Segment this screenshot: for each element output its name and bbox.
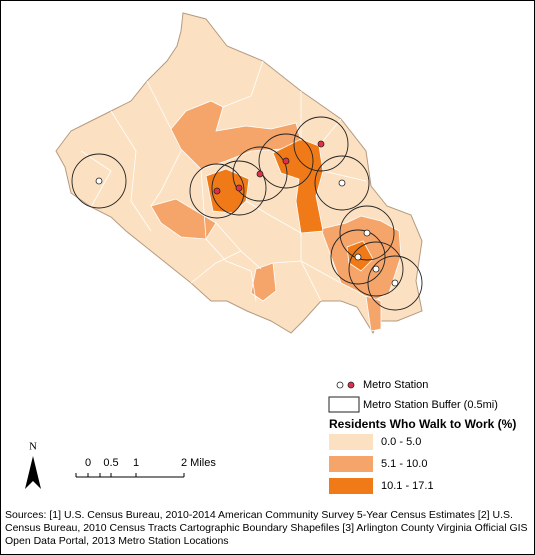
scale-label: 0.5 <box>103 457 118 469</box>
buffer <box>232 146 288 202</box>
buffer <box>367 255 423 311</box>
tract <box>250 262 277 302</box>
legend-swatch <box>329 478 373 494</box>
scale-label: 2 Miles <box>181 457 216 469</box>
scale-line <box>75 473 185 478</box>
legend: Metro Station Metro Station Buffer (0.5m… <box>328 379 516 494</box>
station <box>363 229 371 237</box>
station-buffers <box>71 116 423 311</box>
buffer <box>189 163 245 219</box>
legend-label: 10.1 - 17.1 <box>381 480 434 492</box>
legend-buffer-swatch <box>328 396 360 413</box>
legend-swatch <box>329 434 373 450</box>
tract <box>365 295 382 332</box>
legend-label: 5.1 - 10.0 <box>381 458 427 470</box>
station <box>235 184 243 192</box>
stations <box>95 140 399 287</box>
legend-station-icon <box>336 381 344 389</box>
buffer <box>314 155 370 211</box>
station <box>317 140 325 148</box>
station <box>354 253 362 261</box>
buffer <box>211 160 267 216</box>
tract <box>150 198 217 240</box>
station <box>95 177 103 185</box>
county <box>55 12 423 335</box>
scale-label: 0 <box>85 457 91 469</box>
legend-label: Metro Station Buffer (0.5mi) <box>363 399 498 411</box>
buffer <box>339 205 395 261</box>
sources: Sources: [1] U.S. Census Bureau, 2010-20… <box>5 509 528 547</box>
north-arrow-icon <box>25 456 41 489</box>
scale-bar: 0 0.5 1 2 Miles <box>75 457 216 478</box>
station <box>338 179 346 187</box>
legend-title: Residents Who Walk to Work (%) <box>329 417 516 431</box>
station <box>282 157 290 165</box>
scale-label: 1 <box>133 457 139 469</box>
legend-label: Metro Station <box>363 379 428 391</box>
buffer <box>348 241 404 297</box>
buffer <box>293 116 349 172</box>
north-label: N <box>29 441 37 453</box>
buffer <box>330 229 386 285</box>
tract <box>170 100 302 170</box>
buffer <box>258 133 314 189</box>
legend-swatch <box>329 456 373 472</box>
station <box>391 279 399 287</box>
legend-station-icon <box>347 381 355 389</box>
station <box>256 170 264 178</box>
north-arrow: N <box>25 441 41 489</box>
station <box>372 265 380 273</box>
station <box>213 187 221 195</box>
buffer <box>71 153 127 209</box>
legend-label: 0.0 - 5.0 <box>381 436 421 448</box>
